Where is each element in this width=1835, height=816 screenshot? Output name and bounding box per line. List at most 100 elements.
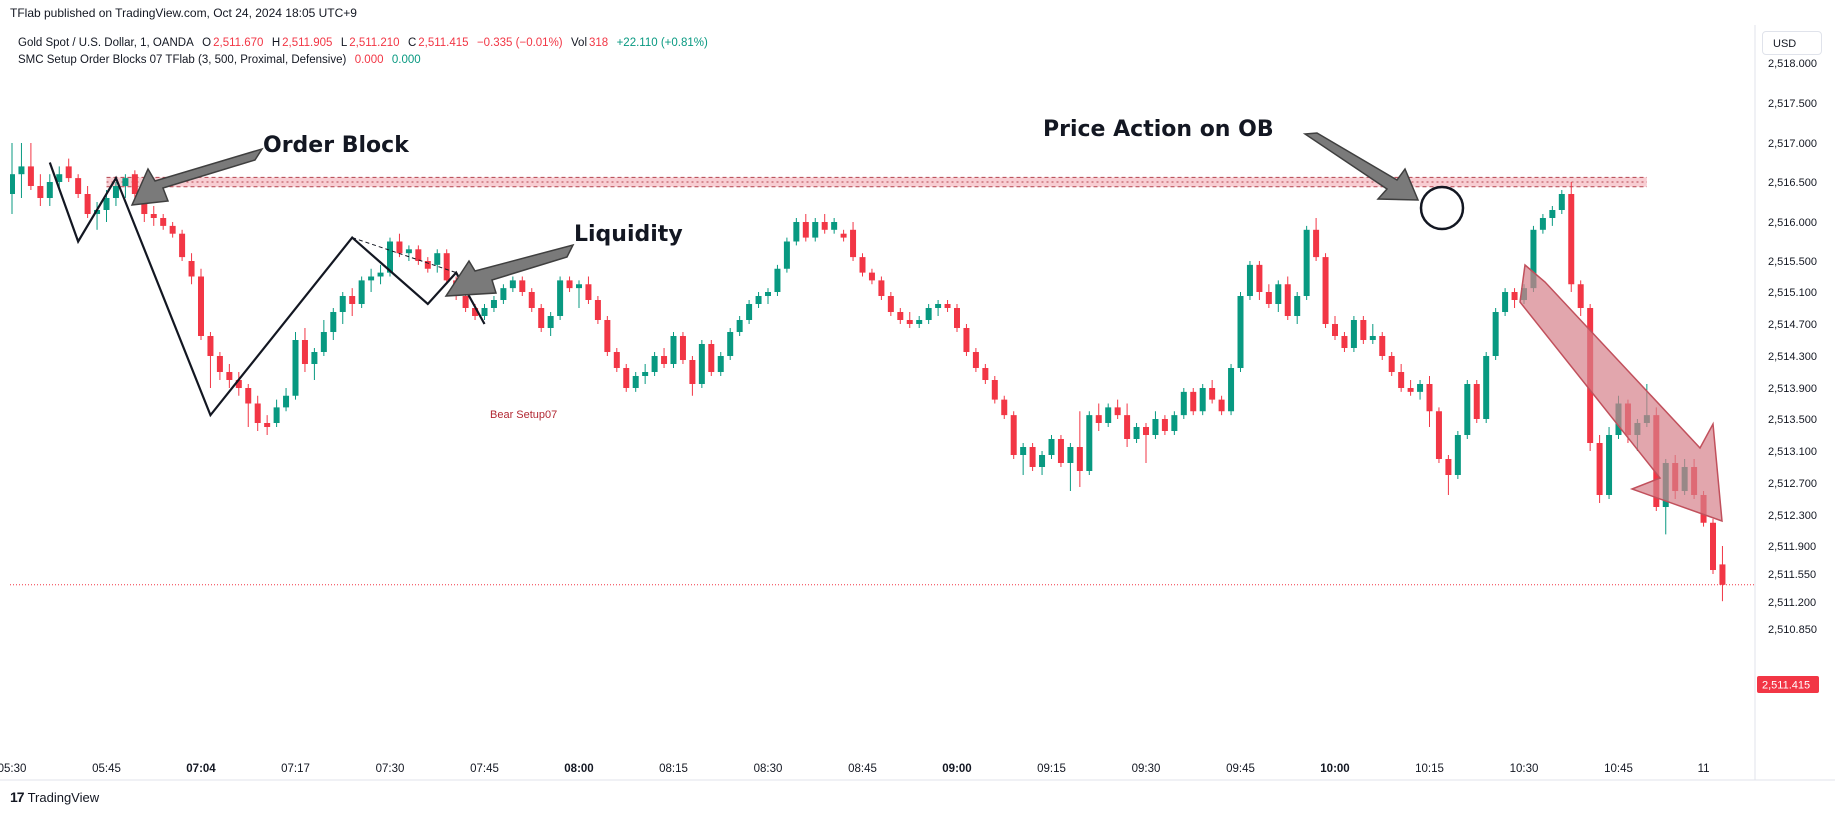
candle-body xyxy=(1322,257,1329,324)
candle-body xyxy=(311,352,318,364)
candle-body xyxy=(812,222,819,238)
price-tick-label: 2,514.700 xyxy=(1768,319,1817,331)
candle-body xyxy=(226,372,233,380)
candle-body xyxy=(1057,439,1064,463)
candle-body xyxy=(320,332,327,352)
candle-body xyxy=(1417,384,1424,392)
candle-body xyxy=(651,356,658,372)
price-action-circle xyxy=(1419,185,1465,231)
candle-body xyxy=(746,304,753,320)
price-tick-label: 2,510.850 xyxy=(1768,624,1817,636)
candle-body xyxy=(1568,194,1575,285)
candle-body xyxy=(84,194,91,214)
time-tick-label: 09:00 xyxy=(942,763,971,775)
candle-body xyxy=(557,280,564,316)
legend-open-value: 2,511.670 xyxy=(213,37,264,49)
candle-body xyxy=(1606,435,1613,495)
currency-button[interactable]: USD xyxy=(1762,31,1822,55)
candle-body xyxy=(878,280,885,296)
candle-body xyxy=(755,296,762,304)
candle-body xyxy=(1095,415,1102,423)
candle-body xyxy=(339,296,346,312)
time-tick-label: 09:30 xyxy=(1132,763,1161,775)
legend-indicator-row: SMC Setup Order Blocks 07 TFlab (3, 500,… xyxy=(18,52,710,69)
candle-body xyxy=(131,174,138,194)
legend-volume-label: Vol xyxy=(571,37,588,49)
candle-body xyxy=(1350,320,1357,348)
candle-body xyxy=(528,292,535,308)
candle-body xyxy=(1313,229,1320,258)
candle-body xyxy=(1558,194,1565,210)
candle-body xyxy=(1039,455,1046,467)
candle-body xyxy=(387,241,393,273)
price-tick-label: 2,515.100 xyxy=(1768,287,1817,299)
candle-body xyxy=(500,288,507,300)
candle-body xyxy=(1209,388,1216,400)
candle-body xyxy=(1710,522,1716,570)
candle-body xyxy=(935,304,942,308)
candle-body xyxy=(349,296,356,304)
candle-body xyxy=(831,222,838,230)
tradingview-brand[interactable]: TradingView xyxy=(27,789,100,805)
price-tick-label: 2,513.900 xyxy=(1768,383,1817,395)
chart-legend: Gold Spot / U.S. Dollar, 1, OANDA O 2,511… xyxy=(18,35,710,69)
candle-body xyxy=(1407,388,1414,392)
candle-body xyxy=(1114,407,1121,416)
legend-indicator-name[interactable]: SMC Setup Order Blocks 07 TFlab (3, 500,… xyxy=(18,54,347,66)
time-tick-label: 10:00 xyxy=(1320,763,1349,775)
candle-body xyxy=(1294,296,1301,316)
price-axis[interactable]: 2,518.000 2,517.500 2,517.000 2,516.500 2,51… xyxy=(1768,58,1817,636)
candle-body xyxy=(27,166,34,186)
time-tick-label: 10:15 xyxy=(1415,763,1444,775)
candle-body xyxy=(1199,388,1206,412)
candle-body xyxy=(405,249,412,254)
candle-body xyxy=(1143,427,1149,435)
candle-body xyxy=(112,186,119,198)
candle-body xyxy=(698,344,705,384)
candle-body xyxy=(56,174,63,182)
candle-body xyxy=(613,352,620,368)
zigzag-structure-line xyxy=(48,162,486,418)
footer: 17 TradingView xyxy=(10,789,99,805)
price-tick-label: 2,517.000 xyxy=(1768,138,1817,150)
candle-body xyxy=(623,368,630,388)
legend-high-value: 2,511.905 xyxy=(282,37,333,49)
candle-body xyxy=(840,233,847,238)
candle-body xyxy=(65,166,72,179)
candle-body xyxy=(1265,292,1272,304)
legend-low-label: L xyxy=(340,37,348,49)
time-tick-label: 07:17 xyxy=(281,763,310,775)
candle-body xyxy=(1445,459,1452,475)
candle-body xyxy=(1492,312,1499,356)
candle-body xyxy=(1067,447,1074,463)
candle-body xyxy=(122,178,129,186)
legend-symbol[interactable]: Gold Spot / U.S. Dollar, 1, OANDA xyxy=(18,37,194,49)
price-tick-label: 2,516.500 xyxy=(1768,177,1817,189)
candle-body xyxy=(75,178,82,194)
candle-body xyxy=(283,395,290,408)
time-axis[interactable]: 05:30 05:45 07:04 07:17 07:30 07:45 08:00 08:15… xyxy=(0,763,1710,775)
candle-body xyxy=(566,280,573,289)
candle-body xyxy=(462,296,469,308)
candle-body xyxy=(1341,336,1348,348)
candle-body xyxy=(1502,292,1509,312)
time-tick-label: 05:45 xyxy=(92,763,121,775)
legend-indicator-value-1: 0.000 xyxy=(354,54,384,66)
last-price-tag: 2,511.415 xyxy=(1757,676,1819,693)
liquidity-trendline xyxy=(352,237,457,274)
candle-body xyxy=(18,166,25,175)
candle-body xyxy=(982,368,989,380)
candle-body xyxy=(868,272,875,281)
candle-body xyxy=(1133,427,1140,439)
candle-body xyxy=(1530,229,1537,289)
candle-body xyxy=(576,284,582,289)
candle-body xyxy=(793,222,800,242)
candle-body xyxy=(1180,391,1187,416)
candle-body xyxy=(1086,415,1093,471)
time-tick-label: 07:04 xyxy=(186,763,216,775)
candle-body xyxy=(1577,284,1584,308)
candle-body xyxy=(292,340,299,396)
candle-body xyxy=(198,276,204,336)
publish-line: TFlab published on TradingView.com, Oct … xyxy=(10,6,357,20)
